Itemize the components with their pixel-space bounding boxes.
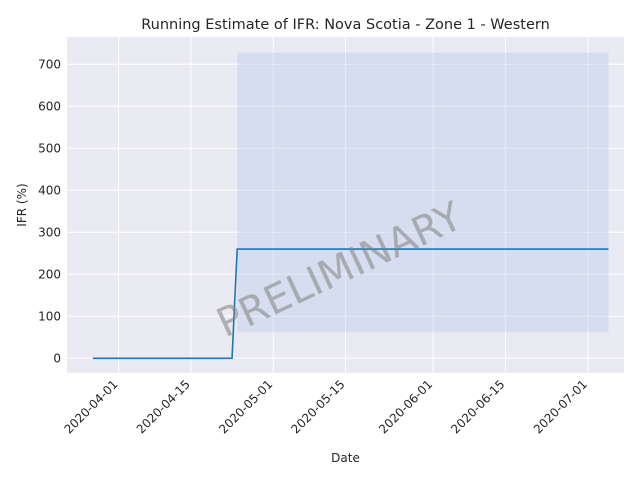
x-tick-label: 2020-07-01: [531, 377, 590, 436]
series-line-layer: [92, 248, 609, 360]
x-tick-label: 2020-06-01: [376, 377, 435, 436]
y-tick-label: 700: [38, 57, 61, 71]
chart-title: Running Estimate of IFR: Nova Scotia - Z…: [141, 17, 550, 33]
x-axis-title: Date: [331, 451, 360, 465]
y-tick-label: 200: [38, 267, 61, 281]
y-tick-label: 400: [38, 183, 61, 197]
x-tick-label: 2020-06-15: [448, 377, 507, 436]
ifr-series-line: [92, 248, 609, 360]
y-tick-label: 500: [38, 141, 61, 155]
y-tick-label: 300: [38, 225, 61, 239]
x-tick-label: 2020-05-01: [216, 377, 275, 436]
confidence-band: [237, 52, 609, 333]
x-tick-label: 2020-04-15: [134, 377, 193, 436]
y-tick-label: 600: [38, 99, 61, 113]
x-tick-label: 2020-04-01: [61, 377, 120, 436]
confidence-band-layer: [237, 52, 609, 333]
y-tick-label: 0: [53, 351, 61, 365]
x-tick-label: 2020-05-15: [288, 377, 347, 436]
grid-lines: [67, 37, 624, 373]
y-tick-label: 100: [38, 309, 61, 323]
y-axis-title: IFR (%): [15, 183, 29, 226]
